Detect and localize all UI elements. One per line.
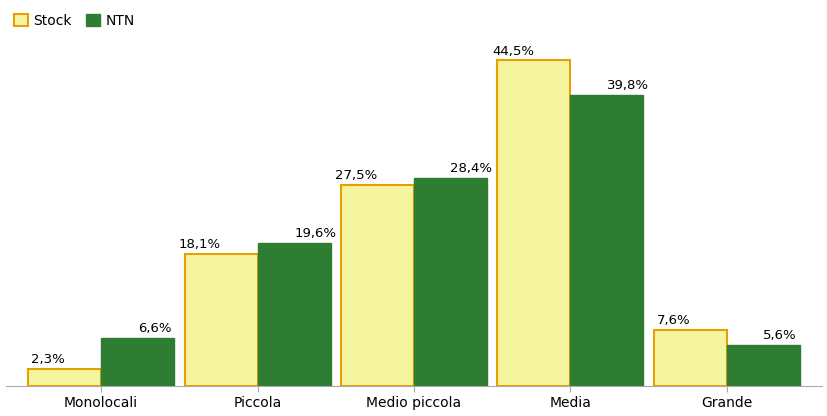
Bar [184,254,257,386]
Legend: Stock, NTN: Stock, NTN [12,12,136,29]
Bar [497,60,570,386]
Bar [101,338,174,386]
Text: 28,4%: 28,4% [450,162,492,175]
Bar [653,330,726,386]
Text: 6,6%: 6,6% [137,322,171,335]
Bar [570,95,643,386]
Bar [414,178,486,386]
Bar [257,243,330,386]
Text: 27,5%: 27,5% [335,169,377,182]
Text: 19,6%: 19,6% [294,227,336,240]
Bar [28,369,101,386]
Text: 18,1%: 18,1% [179,238,221,251]
Bar [726,345,799,386]
Text: 44,5%: 44,5% [491,45,533,57]
Text: 7,6%: 7,6% [656,314,690,327]
Text: 2,3%: 2,3% [31,353,65,366]
Text: 5,6%: 5,6% [762,329,796,342]
Text: 39,8%: 39,8% [606,79,648,92]
Bar [341,185,414,386]
